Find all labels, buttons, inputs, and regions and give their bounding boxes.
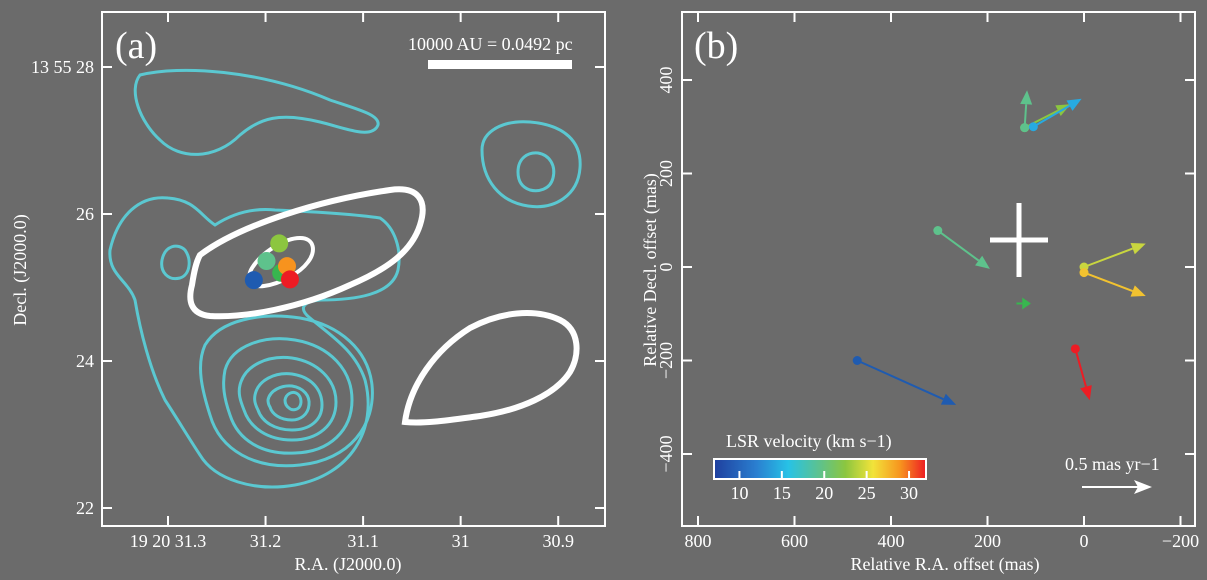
arrow-shaft (937, 229, 980, 262)
reference-arrow: 0.5 mas yr−1 (1065, 454, 1160, 494)
contour-core-1 (199, 314, 374, 468)
arrow-head (1066, 98, 1082, 111)
colorbar-ticks: 10 15 20 25 30 (730, 471, 918, 503)
panel-a-xlabel: R.A. (J2000.0) (295, 554, 402, 575)
maser-spot (280, 270, 299, 289)
proper-motion-arrow (1079, 268, 1146, 297)
ytick-label-b: 400 (656, 67, 676, 94)
panel-b-ylabel: Relative Decl. offset (mas) (640, 173, 661, 367)
contour-core-6 (283, 390, 303, 412)
velocity-colorbar: LSR velocity (km s−1) 10 15 20 25 30 (713, 431, 927, 503)
colorbar-tick-label: 10 (730, 483, 748, 503)
proper-motion-arrow (1079, 242, 1146, 272)
maser-spot (257, 252, 276, 271)
contour-west-peak (160, 244, 191, 281)
arrow-shaft (856, 359, 944, 401)
contour-core-2 (222, 337, 354, 455)
panel-a-frame (101, 11, 606, 527)
proper-motion-vectors (852, 90, 1146, 405)
panel-a: (a) 10000 AU = 0.0492 pc 19 20 31.3 31.2 3… (10, 11, 606, 575)
contour-east-inner (516, 151, 556, 193)
proper-motion-arrow (1070, 344, 1092, 401)
proper-motion-arrow (1020, 90, 1033, 133)
axes-b: 800 600 400 200 0 −200 400 200 0 −200 −400 (656, 12, 1199, 551)
spot-position (1028, 122, 1038, 132)
spot-position (933, 226, 943, 236)
xtick-label-a: 31.2 (250, 531, 282, 551)
arrow-head (940, 393, 957, 405)
spot-position (1079, 268, 1089, 278)
proper-motion-arrow (933, 226, 990, 269)
panel-b-frame (681, 11, 1196, 527)
colorbar-tick-label: 20 (815, 483, 833, 503)
panel-a-label: (a) (115, 25, 157, 67)
scale-bar (428, 60, 572, 69)
arrow-head (1020, 90, 1033, 105)
xtick-label-a: 19 20 31.3 (130, 531, 207, 551)
ytick-label-b: −200 (656, 342, 676, 379)
arrow-shaft (1074, 348, 1087, 388)
contour-core-3 (237, 355, 338, 442)
ytick-label-a: 24 (76, 351, 94, 371)
white-contour-main (187, 186, 426, 320)
reference-arrow-head (1134, 480, 1152, 494)
axes-a: 19 20 31.3 31.2 31.1 31 30.9 13 55 28 26 24 22 (31, 12, 605, 551)
xtick-label-b: −200 (1162, 531, 1199, 551)
xtick-label-b: 600 (781, 531, 808, 551)
ytick-label-a: 22 (76, 498, 94, 518)
xtick-label-b: 400 (878, 531, 905, 551)
contour-core-4 (253, 372, 324, 432)
ytick-label-b: −400 (656, 435, 676, 472)
xtick-label-b: 200 (974, 531, 1001, 551)
contour-main-outer (108, 196, 401, 489)
contour-north (133, 68, 380, 156)
arrow-shaft (1032, 104, 1070, 128)
proper-motion-arrow (1016, 297, 1031, 310)
proper-motion-arrow (852, 356, 957, 405)
xtick-label-a: 30.9 (542, 531, 574, 551)
spot-position (1070, 344, 1080, 354)
xtick-label-a: 31.1 (347, 531, 379, 551)
arrow-head (1130, 242, 1146, 255)
proper-motion-arrow (1028, 98, 1082, 132)
maser-spot (244, 271, 263, 290)
ytick-label-a: 13 55 28 (31, 57, 94, 77)
arrow-shaft (1083, 247, 1134, 268)
xtick-label-a: 31 (452, 531, 470, 551)
arrow-head (1022, 297, 1031, 310)
arrow-shaft (1083, 271, 1134, 292)
scale-bar-label: 10000 AU = 0.0492 pc (408, 34, 573, 54)
xtick-label-b: 0 (1080, 531, 1089, 551)
ytick-label-b: 0 (656, 263, 676, 272)
colorbar-tick-label: 15 (773, 483, 791, 503)
cyan-contours (108, 68, 582, 489)
maser-spot (270, 234, 289, 253)
panel-b-xlabel: Relative R.A. offset (mas) (850, 554, 1039, 575)
contour-core-5 (266, 384, 311, 422)
colorbar-gradient (713, 458, 927, 480)
arrow-head (1130, 285, 1146, 297)
center-cross (990, 203, 1048, 277)
arrow-head (975, 255, 990, 269)
panel-b: (b) 800 600 400 200 0 −200 400 200 0 −200 −400 LSR… (640, 11, 1199, 575)
spot-position (1020, 123, 1030, 133)
colorbar-tick-label: 30 (900, 483, 918, 503)
xtick-label-b: 800 (685, 531, 712, 551)
spot-position (852, 356, 862, 365)
panel-a-ylabel: Decl. (J2000.0) (10, 214, 31, 325)
panel-b-label: (b) (694, 25, 738, 67)
colorbar-tick-label: 25 (858, 483, 876, 503)
contour-east-outer (480, 120, 582, 209)
white-contour-southeast (401, 310, 580, 426)
colorbar-title: LSR velocity (km s−1) (726, 431, 892, 452)
ytick-label-b: 200 (656, 160, 676, 187)
ytick-label-a: 26 (76, 204, 94, 224)
white-contours (187, 186, 580, 426)
arrow-head (1080, 385, 1092, 401)
reference-arrow-label: 0.5 mas yr−1 (1065, 454, 1160, 474)
maser-spots-a (244, 234, 299, 290)
